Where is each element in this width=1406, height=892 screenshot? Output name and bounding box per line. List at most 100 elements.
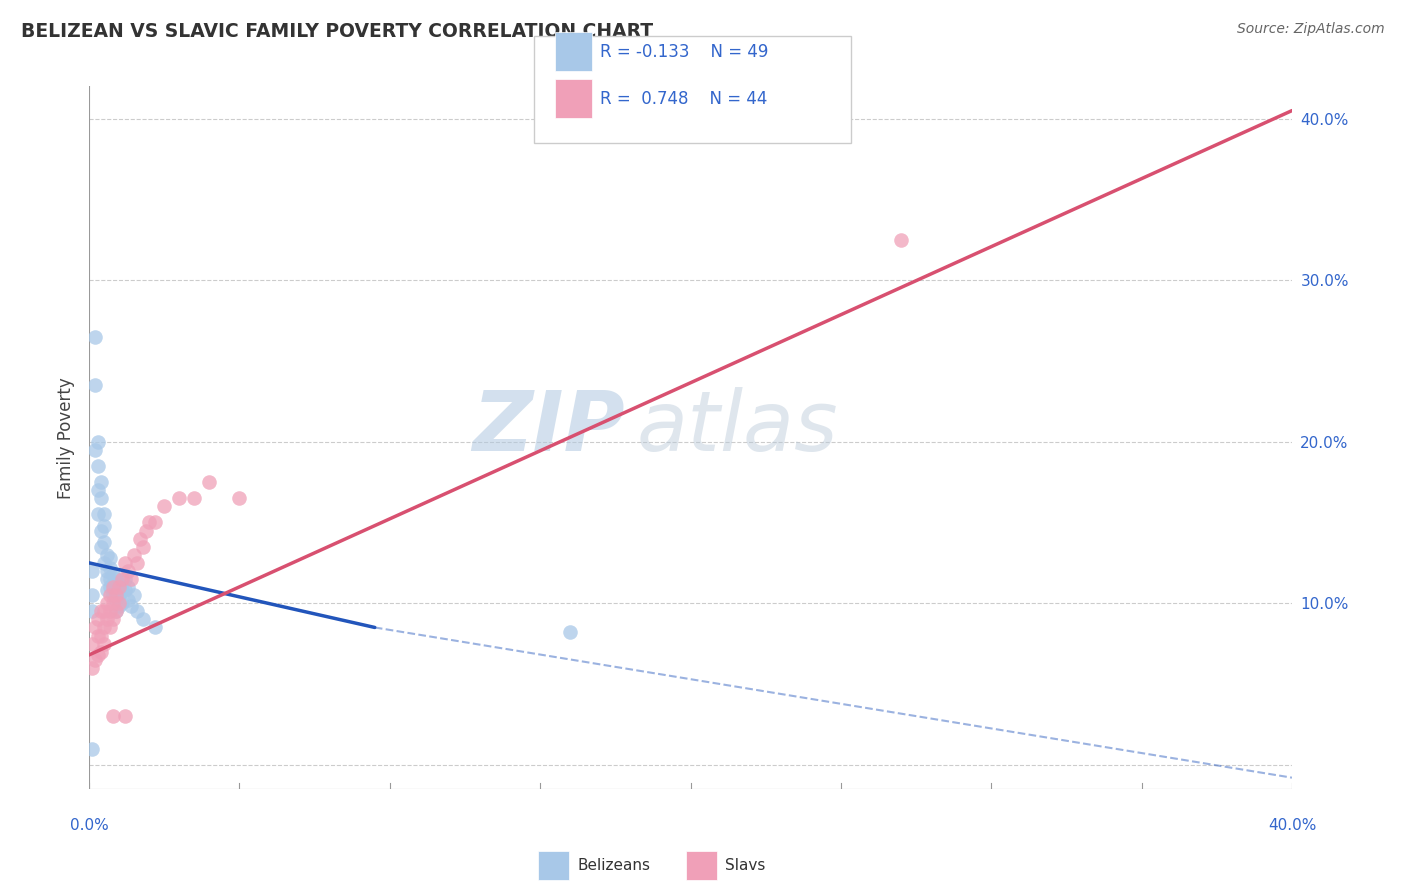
Point — [101, 612, 124, 626]
Point — [132, 540, 155, 554]
Text: Slavs: Slavs — [725, 858, 766, 872]
Point — [183, 491, 205, 506]
Point — [114, 583, 136, 598]
Point — [98, 572, 121, 586]
Point — [84, 653, 107, 667]
Point — [90, 475, 112, 489]
Point — [108, 599, 131, 614]
Point — [127, 556, 149, 570]
Point — [111, 572, 134, 586]
Point — [93, 620, 115, 634]
Point — [96, 564, 118, 578]
Point — [101, 577, 124, 591]
Point — [108, 596, 131, 610]
Point — [87, 612, 110, 626]
Point — [120, 599, 142, 614]
Point — [105, 583, 128, 598]
Point — [98, 560, 121, 574]
Point — [127, 604, 149, 618]
Point — [87, 483, 110, 498]
Point — [117, 580, 139, 594]
Point — [96, 572, 118, 586]
Point — [122, 548, 145, 562]
Point — [105, 572, 128, 586]
Point — [93, 518, 115, 533]
Text: R = -0.133    N = 49: R = -0.133 N = 49 — [600, 43, 769, 61]
Point — [108, 577, 131, 591]
Point — [93, 604, 115, 618]
Point — [101, 580, 124, 594]
Point — [101, 709, 124, 723]
Point — [96, 548, 118, 562]
Point — [90, 645, 112, 659]
Point — [114, 556, 136, 570]
Point — [198, 475, 221, 489]
Point — [90, 524, 112, 538]
Point — [80, 588, 103, 602]
Point — [84, 442, 107, 457]
Point — [101, 596, 124, 610]
Point — [138, 516, 160, 530]
Point — [87, 508, 110, 522]
Point — [87, 628, 110, 642]
Point — [93, 534, 115, 549]
Point — [84, 620, 107, 634]
Point — [111, 583, 134, 598]
Point — [169, 491, 191, 506]
Y-axis label: Family Poverty: Family Poverty — [58, 376, 75, 499]
Point — [560, 625, 582, 640]
Point — [101, 567, 124, 582]
Point — [143, 516, 166, 530]
Point — [129, 532, 152, 546]
Point — [96, 583, 118, 598]
Text: BELIZEAN VS SLAVIC FAMILY POVERTY CORRELATION CHART: BELIZEAN VS SLAVIC FAMILY POVERTY CORREL… — [21, 22, 654, 41]
Point — [111, 596, 134, 610]
Text: 0.0%: 0.0% — [70, 818, 108, 833]
Point — [93, 556, 115, 570]
Point — [108, 588, 131, 602]
Text: ZIP: ZIP — [472, 386, 624, 467]
Point — [101, 588, 124, 602]
Point — [114, 709, 136, 723]
Point — [108, 580, 131, 594]
Point — [84, 329, 107, 343]
Point — [114, 572, 136, 586]
Text: R =  0.748    N = 44: R = 0.748 N = 44 — [600, 90, 768, 108]
Point — [105, 593, 128, 607]
Point — [105, 604, 128, 618]
Point — [84, 378, 107, 392]
Point — [117, 564, 139, 578]
Point — [90, 628, 112, 642]
Point — [80, 637, 103, 651]
Point — [98, 580, 121, 594]
Point — [80, 661, 103, 675]
Point — [120, 572, 142, 586]
Point — [87, 458, 110, 473]
Point — [132, 612, 155, 626]
Point — [96, 596, 118, 610]
Point — [117, 593, 139, 607]
Point — [93, 508, 115, 522]
Point — [90, 604, 112, 618]
Text: 40.0%: 40.0% — [1268, 818, 1316, 833]
Point — [87, 434, 110, 449]
Point — [90, 540, 112, 554]
Point — [890, 233, 912, 247]
Text: Belizeans: Belizeans — [578, 858, 651, 872]
Point — [105, 604, 128, 618]
Point — [105, 588, 128, 602]
Point — [143, 620, 166, 634]
Point — [96, 612, 118, 626]
Point — [90, 491, 112, 506]
Point — [98, 588, 121, 602]
Point — [80, 741, 103, 756]
Text: Source: ZipAtlas.com: Source: ZipAtlas.com — [1237, 22, 1385, 37]
Point — [135, 524, 157, 538]
Point — [87, 648, 110, 662]
Point — [98, 620, 121, 634]
Text: atlas: atlas — [637, 386, 838, 467]
Point — [98, 551, 121, 566]
Point — [80, 564, 103, 578]
Point — [93, 637, 115, 651]
Point — [122, 588, 145, 602]
